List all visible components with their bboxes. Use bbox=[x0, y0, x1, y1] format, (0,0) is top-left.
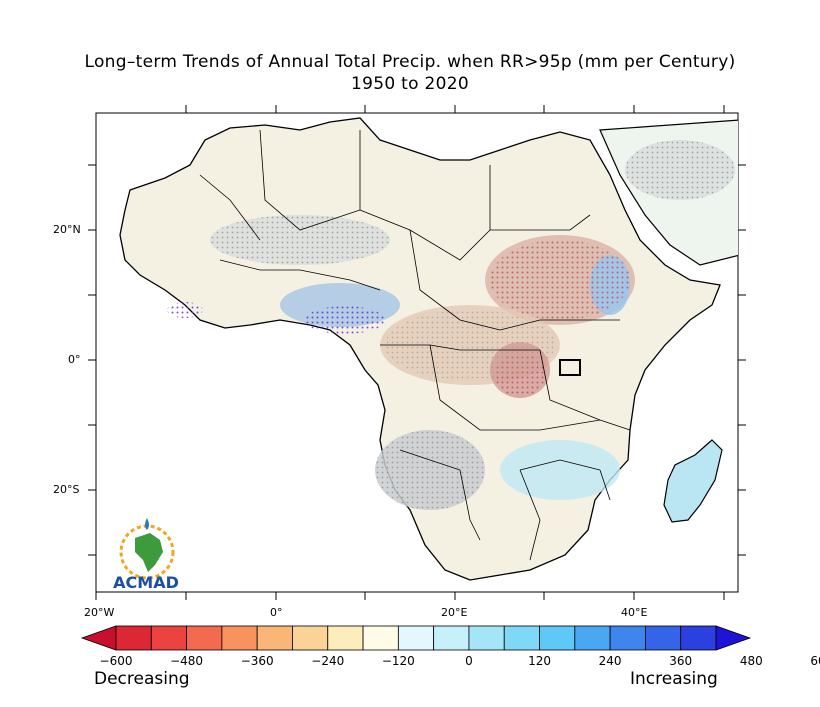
colorbar-swatch bbox=[645, 625, 682, 651]
colorbar-swatch bbox=[503, 625, 540, 651]
lat-label-0: 0° bbox=[68, 353, 81, 366]
significance-stipple-blue bbox=[305, 306, 385, 334]
colorbar-tick-label: 0 bbox=[465, 654, 473, 668]
colorbar-swatch bbox=[292, 625, 329, 651]
lon-label-20e: 20°E bbox=[441, 606, 468, 619]
africa-sun-logo-icon bbox=[119, 518, 175, 580]
colorbar-swatch bbox=[327, 625, 364, 651]
colorbar-swatch bbox=[468, 625, 505, 651]
colorbar-arrow-right bbox=[715, 625, 752, 651]
colorbar-tick-label: −240 bbox=[311, 654, 345, 668]
colorbar-swatch bbox=[150, 625, 187, 651]
significance-stipple-grey-3 bbox=[625, 140, 735, 200]
colorbar bbox=[80, 625, 752, 651]
colorbar-tick-label: 360 bbox=[669, 654, 693, 668]
increasing-caption: Increasing bbox=[630, 669, 718, 689]
colorbar-swatch bbox=[256, 625, 293, 651]
decreasing-caption: Decreasing bbox=[94, 669, 190, 689]
significance-stipple-grey-2 bbox=[375, 430, 485, 510]
colorbar-tick-label: 480 bbox=[739, 654, 763, 668]
colorbar-tick-label: −360 bbox=[240, 654, 274, 668]
colorbar-tick-label: −480 bbox=[170, 654, 204, 668]
lat-label-20s: 20°S bbox=[53, 483, 80, 496]
significance-stipple-blue-2 bbox=[167, 302, 203, 318]
axis-ticks bbox=[88, 105, 746, 600]
colorbar-swatch bbox=[609, 625, 646, 651]
colorbar-swatch bbox=[433, 625, 470, 651]
colorbar-tick-label: −120 bbox=[381, 654, 415, 668]
colorbar-tick-label: −600 bbox=[99, 654, 133, 668]
colorbar-swatch bbox=[362, 625, 399, 651]
map-subtitle: 1950 to 2020 bbox=[350, 74, 469, 94]
lon-label-0: 0° bbox=[270, 606, 283, 619]
africa-landmass bbox=[119, 117, 738, 581]
lon-label-40e: 40°E bbox=[621, 606, 648, 619]
colorbar-swatch bbox=[680, 625, 717, 651]
map-title: Long–term Trends of Annual Total Precip.… bbox=[84, 52, 736, 72]
lat-label-20n: 20°N bbox=[53, 223, 81, 236]
colorbar-swatch bbox=[115, 625, 152, 651]
colorbar-swatch bbox=[539, 625, 576, 651]
significance-stipple-red bbox=[490, 240, 630, 320]
significance-stipple-grey-4 bbox=[385, 310, 555, 380]
colorbar-swatch bbox=[574, 625, 611, 651]
logo-text: ACMAD bbox=[113, 573, 179, 592]
colorbar-swatch bbox=[397, 625, 435, 651]
colorbar-tick-label: 600 bbox=[810, 654, 820, 668]
colorbar-swatch bbox=[221, 625, 258, 651]
country-borders bbox=[199, 129, 631, 561]
wetting-patch-south bbox=[500, 440, 620, 500]
colorbar-arrow-left bbox=[80, 625, 117, 651]
colorbar-swatch bbox=[186, 625, 223, 651]
colorbar-tick-label: 240 bbox=[598, 654, 622, 668]
colorbar-tick-label: 120 bbox=[528, 654, 551, 668]
lon-label-20w: 20°W bbox=[84, 606, 115, 619]
significance-stipple-grey bbox=[210, 215, 390, 265]
